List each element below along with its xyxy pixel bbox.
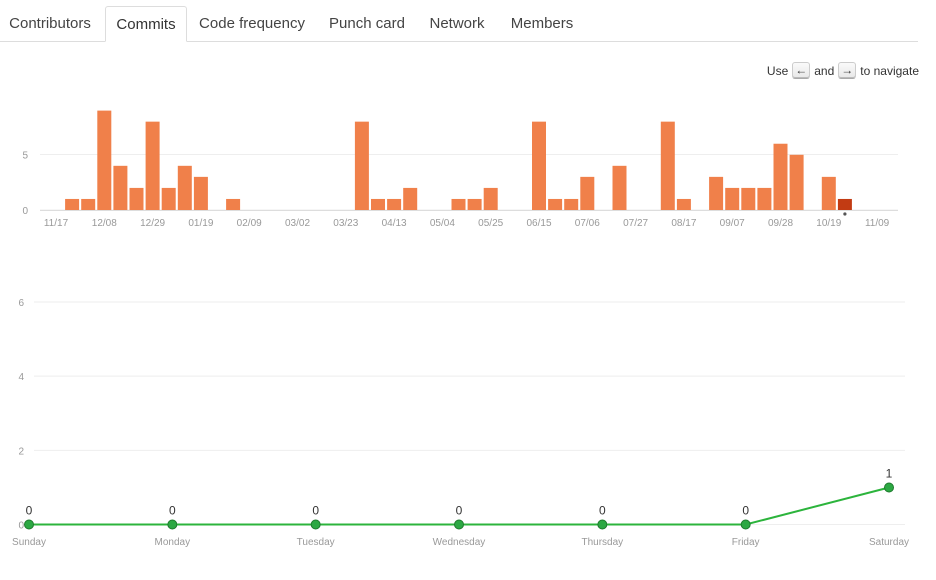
tab-commits[interactable]: Commits [105, 6, 187, 42]
commit-bar[interactable] [564, 198, 579, 210]
tab-contributors[interactable]: Contributors [9, 15, 91, 32]
commit-bar[interactable] [757, 187, 772, 210]
selected-week-marker [843, 212, 847, 216]
bar-chart-y-tick: 5 [22, 151, 28, 162]
bar-chart-x-tick: 07/27 [623, 218, 648, 229]
commit-bar[interactable] [548, 198, 563, 210]
bar-chart-x-tick: 12/29 [140, 218, 165, 229]
commit-bar[interactable] [81, 198, 96, 210]
left-arrow-key-icon[interactable]: ← [792, 62, 811, 79]
line-chart-y-tick: 4 [18, 372, 24, 383]
bar-chart-x-tick: 09/07 [720, 218, 745, 229]
commit-bar[interactable] [129, 187, 144, 210]
tab-members[interactable]: Members [510, 15, 574, 32]
commit-bar[interactable] [837, 198, 852, 210]
bar-chart-x-tick: 04/13 [382, 218, 407, 229]
day-value-label: 0 [169, 504, 176, 518]
tab-network[interactable]: Network [429, 15, 485, 32]
tab-code-frequency[interactable]: Code frequency [199, 15, 305, 32]
day-point[interactable] [310, 519, 321, 530]
day-value-label: 0 [26, 504, 33, 518]
day-value-label: 0 [456, 504, 463, 518]
commit-bar[interactable] [387, 198, 402, 210]
bar-chart-x-tick: 09/28 [768, 218, 793, 229]
nav-hint-and: and [814, 63, 835, 78]
day-point[interactable] [167, 519, 178, 530]
bar-chart-x-tick: 10/19 [816, 218, 841, 229]
bar-chart-x-tick: 03/23 [333, 218, 358, 229]
line-chart-y-tick: 0 [18, 521, 24, 532]
line-chart-y-tick: 2 [18, 446, 24, 457]
commit-bar[interactable] [741, 187, 756, 210]
commit-bar[interactable] [773, 143, 788, 210]
commit-bar[interactable] [725, 187, 740, 210]
right-arrow-key-icon[interactable]: → [838, 62, 857, 79]
nav-hint-suffix: to navigate [860, 63, 919, 78]
day-label: Friday [732, 537, 760, 548]
commit-bar[interactable] [113, 165, 128, 210]
day-point[interactable] [597, 519, 608, 530]
day-value-label: 0 [742, 504, 749, 518]
commit-bar[interactable] [532, 121, 546, 210]
bar-chart-x-tick: 11/17 [44, 218, 69, 229]
bar-chart-x-tick: 12/08 [92, 218, 117, 229]
bar-chart-x-tick: 11/09 [865, 218, 890, 229]
commit-bar[interactable] [483, 187, 498, 210]
tab-punch-card[interactable]: Punch card [329, 15, 405, 32]
commit-bar[interactable] [97, 110, 112, 210]
bar-chart-x-tick: 03/02 [285, 218, 310, 229]
commit-bar[interactable] [709, 176, 724, 210]
bar-chart-x-tick: 05/25 [478, 218, 503, 229]
commit-bar[interactable] [821, 176, 836, 210]
commit-bar[interactable] [371, 198, 385, 210]
commit-bar[interactable] [403, 187, 418, 210]
commit-bar[interactable] [467, 198, 482, 210]
day-label: Wednesday [433, 537, 486, 548]
commit-bar[interactable] [676, 198, 691, 210]
day-label: Sunday [12, 537, 46, 548]
commit-bar[interactable] [580, 176, 595, 210]
day-point[interactable] [884, 482, 894, 493]
bar-chart-x-tick: 01/19 [188, 218, 213, 229]
navigation-hint: Use ← and → to navigate [767, 62, 919, 79]
commit-bar[interactable] [161, 187, 176, 210]
commit-bar[interactable] [789, 154, 804, 210]
commit-bar[interactable] [177, 165, 192, 210]
commit-bar[interactable] [451, 198, 466, 210]
bar-chart-x-tick: 02/09 [237, 218, 262, 229]
line-chart-y-tick: 6 [18, 298, 24, 309]
day-value-label: 1 [886, 467, 893, 481]
commit-bar[interactable] [354, 121, 369, 210]
day-label: Thursday [581, 537, 623, 548]
day-point[interactable] [454, 519, 464, 530]
bar-chart-x-tick: 06/15 [526, 218, 551, 229]
day-label: Monday [155, 537, 191, 548]
commit-bar[interactable] [193, 176, 208, 210]
commit-bar[interactable] [612, 165, 627, 210]
day-point[interactable] [740, 519, 751, 530]
weekly-commits-bar-chart: 0 5 11/17 12/08 12/29 01/19 02/09 03/02 03/23 04/… [22, 110, 898, 229]
bar-chart-y-tick: 0 [22, 206, 28, 217]
tab-bar: Contributors Commits Code frequency Punc… [0, 0, 918, 42]
day-label: Saturday [869, 537, 909, 548]
commit-bar[interactable] [226, 198, 241, 210]
commit-bar[interactable] [145, 121, 160, 210]
bar-chart-x-tick: 08/17 [671, 218, 696, 229]
bar-chart-x-tick: 05/04 [430, 218, 455, 229]
nav-hint-use: Use [766, 63, 789, 78]
commit-bar[interactable] [65, 198, 80, 210]
day-point[interactable] [24, 519, 34, 530]
commit-bar[interactable] [660, 121, 675, 210]
bar-chart-x-tick: 07/06 [575, 218, 600, 229]
day-value-label: 0 [599, 504, 606, 518]
day-value-label: 0 [312, 504, 319, 518]
day-label: Tuesday [297, 537, 335, 548]
